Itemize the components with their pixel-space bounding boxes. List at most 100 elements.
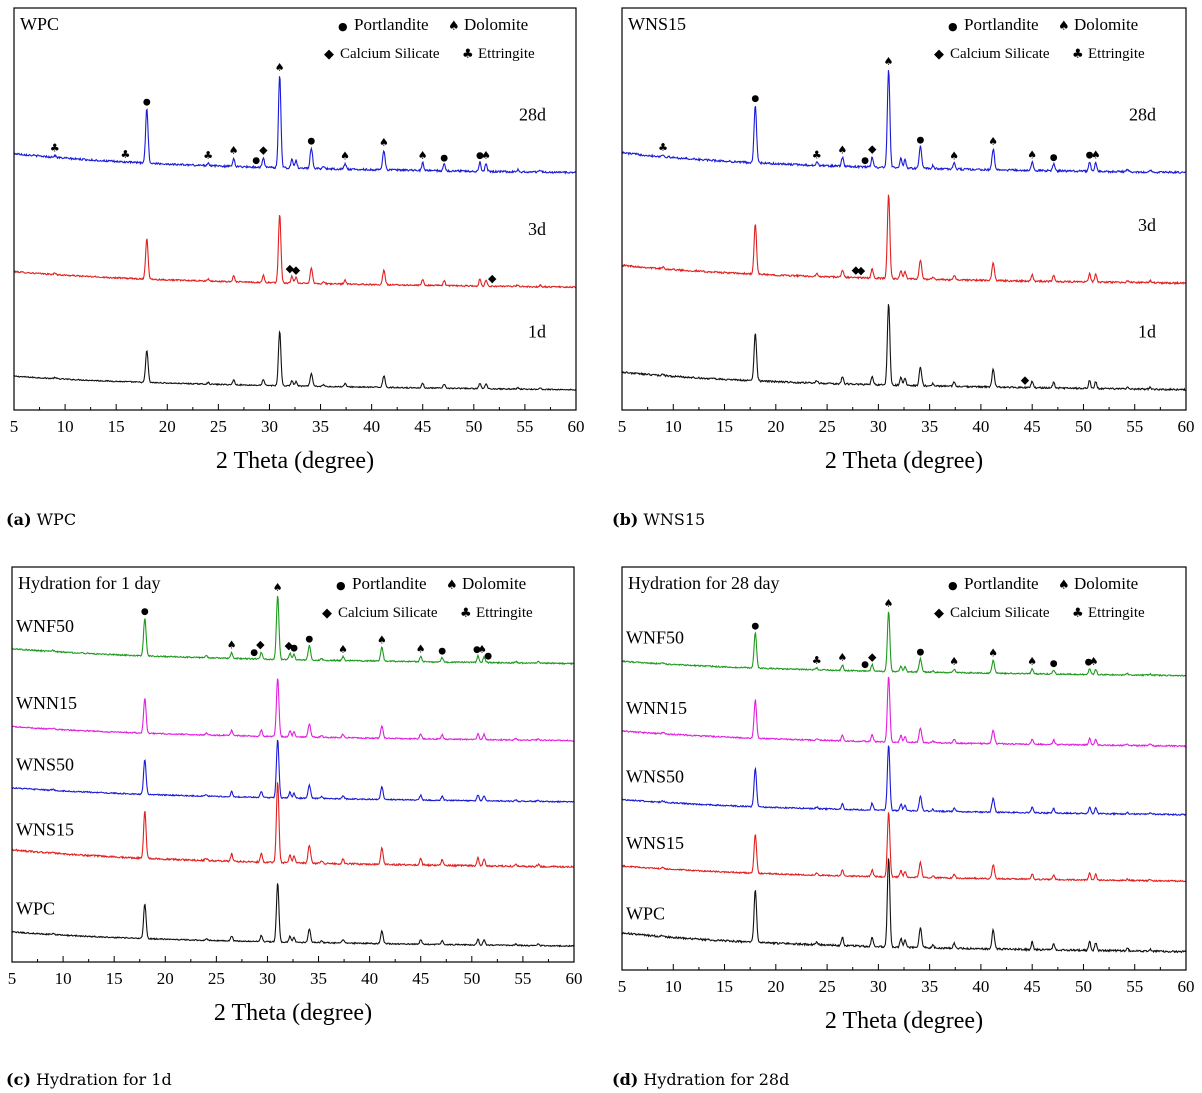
marker-portlandite-icon: ●: [1050, 153, 1058, 163]
legend-portlandite-icon: ●: [336, 579, 346, 592]
marker-dolomite-icon: ♠: [838, 651, 848, 664]
caption-c-letter: (c): [6, 1070, 31, 1089]
legend-dolomite-icon: ♠: [1058, 578, 1070, 593]
marker-calcium-silicate-icon: ◆: [285, 639, 294, 652]
legend-calcium-silicate-label: Calcium Silicate: [950, 605, 1050, 621]
series-label-WNN15: WNN15: [626, 698, 687, 718]
marker-dolomite-icon: ♠: [273, 581, 283, 594]
series-line-28d: [13, 76, 576, 175]
marker-portlandite-icon: ●: [141, 607, 149, 617]
marker-calcium-silicate-icon: ◆: [857, 264, 866, 277]
x-axis-label: 2 Theta (degree): [825, 448, 983, 474]
caption-a: (a) WPC: [6, 510, 76, 529]
x-tick-label: 55: [1126, 417, 1143, 436]
x-tick-label: 20: [767, 977, 784, 996]
legend-dolomite-label: Dolomite: [1074, 15, 1138, 34]
x-tick-label: 45: [1024, 977, 1041, 996]
x-tick-label: 35: [921, 977, 938, 996]
legend-calcium-silicate-label: Calcium Silicate: [338, 605, 438, 621]
x-tick-label: 25: [819, 417, 836, 436]
series-line-3d: [13, 215, 576, 289]
series-label-WNS50: WNS50: [16, 754, 74, 774]
legend-portlandite-icon: ●: [338, 20, 348, 33]
x-tick-label: 35: [312, 417, 329, 436]
legend-portlandite-icon: ●: [948, 579, 958, 592]
marker-dolomite-icon: ♠: [884, 55, 894, 68]
x-tick-label: 35: [921, 417, 938, 436]
x-tick-label: 40: [972, 977, 989, 996]
x-tick-label: 5: [10, 417, 19, 436]
marker-portlandite-icon: ●: [307, 137, 315, 147]
legend-dolomite-icon: ♠: [1058, 19, 1070, 34]
plot-frame: [621, 566, 1187, 971]
x-tick-label: 5: [618, 977, 627, 996]
marker-dolomite-icon: ♠: [379, 136, 389, 149]
marker-calcium-silicate-icon: ◆: [286, 262, 295, 275]
marker-calcium-silicate-icon: ◆: [488, 272, 497, 285]
x-tick-label: 20: [159, 417, 176, 436]
x-tick-label: 40: [972, 417, 989, 436]
marker-portlandite-icon: ●: [751, 94, 759, 104]
marker-dolomite-icon: ♠: [1027, 148, 1037, 161]
x-tick-label: 10: [665, 417, 682, 436]
legend-ettringite-icon: ♣: [1072, 606, 1084, 621]
series-line-WNS15: [11, 782, 574, 869]
chart-panel-d: 5 10 15 20 25 30 35 40 45 50 55 60 2 Theta (degree) H…: [618, 566, 1195, 1034]
marker-dolomite-icon: ♠: [838, 144, 848, 157]
legend-calcium-silicate-label: Calcium Silicate: [950, 46, 1050, 62]
x-tick-label: 50: [465, 417, 482, 436]
marker-dolomite-icon: ♠: [340, 150, 350, 163]
marker-portlandite-icon: ●: [916, 648, 924, 658]
legend-portlandite-label: Portlandite: [352, 574, 427, 593]
marker-calcium-silicate-icon: ◆: [1021, 374, 1030, 387]
series-line-WNN15: [621, 676, 1186, 748]
marker-portlandite-icon: ●: [861, 156, 869, 166]
series-line-WNF50: [11, 595, 574, 666]
legend-dolomite-label: Dolomite: [462, 574, 526, 593]
series-line-WNF50: [621, 611, 1186, 678]
plot-frame: [11, 566, 575, 963]
legend-calcium-silicate-icon: ◆: [934, 606, 944, 621]
x-tick-label: 45: [414, 417, 431, 436]
caption-d-letter: (d): [612, 1070, 639, 1089]
caption-b: (b) WNS15: [612, 510, 705, 529]
x-tick-label: 15: [108, 417, 125, 436]
x-tick-label: 40: [361, 969, 378, 988]
series-label-WNS15: WNS15: [16, 820, 74, 840]
marker-portlandite-icon: ●: [861, 660, 869, 670]
legend-portlandite-label: Portlandite: [964, 15, 1039, 34]
marker-portlandite-icon: ●: [484, 652, 492, 662]
x-tick-label: 5: [8, 969, 17, 988]
caption-b-letter: (b): [612, 510, 639, 529]
caption-c: (c) Hydration for 1d: [6, 1070, 172, 1089]
x-tick-label: 25: [208, 969, 225, 988]
marker-portlandite-icon: ●: [1085, 657, 1093, 667]
marker-ettringite-icon: ♣: [658, 141, 668, 154]
x-tick-label: 25: [819, 977, 836, 996]
x-tick-label: 60: [1178, 417, 1195, 436]
x-tick-label: 30: [870, 977, 887, 996]
x-tick-label: 15: [716, 417, 733, 436]
marker-dolomite-icon: ♠: [1091, 149, 1101, 162]
x-axis-label: 2 Theta (degree): [825, 1008, 983, 1034]
legend-dolomite-label: Dolomite: [464, 15, 528, 34]
marker-calcium-silicate-icon: ◆: [868, 143, 877, 156]
legend-calcium-silicate-icon: ◆: [934, 47, 944, 62]
series-line-1d: [13, 330, 577, 391]
legend-ettringite-label: Ettringite: [478, 46, 535, 62]
marker-dolomite-icon: ♠: [481, 149, 491, 162]
marker-dolomite-icon: ♠: [884, 597, 894, 610]
series-line-28d: [621, 70, 1186, 175]
series-label-28d: 28d: [519, 105, 546, 125]
series-label-WNF50: WNF50: [16, 616, 74, 636]
marker-portlandite-icon: ●: [290, 643, 298, 653]
legend-calcium-silicate-icon: ◆: [324, 47, 334, 62]
legend-portlandite-icon: ●: [948, 20, 958, 33]
marker-dolomite-icon: ♠: [1089, 655, 1099, 668]
x-tick-label: 5: [618, 417, 627, 436]
marker-portlandite-icon: ●: [473, 645, 481, 655]
x-tick-label: 10: [665, 977, 682, 996]
plot-frame: [13, 7, 577, 411]
legend-dolomite-icon: ♠: [448, 19, 460, 34]
marker-calcium-silicate-icon: ◆: [852, 264, 861, 277]
